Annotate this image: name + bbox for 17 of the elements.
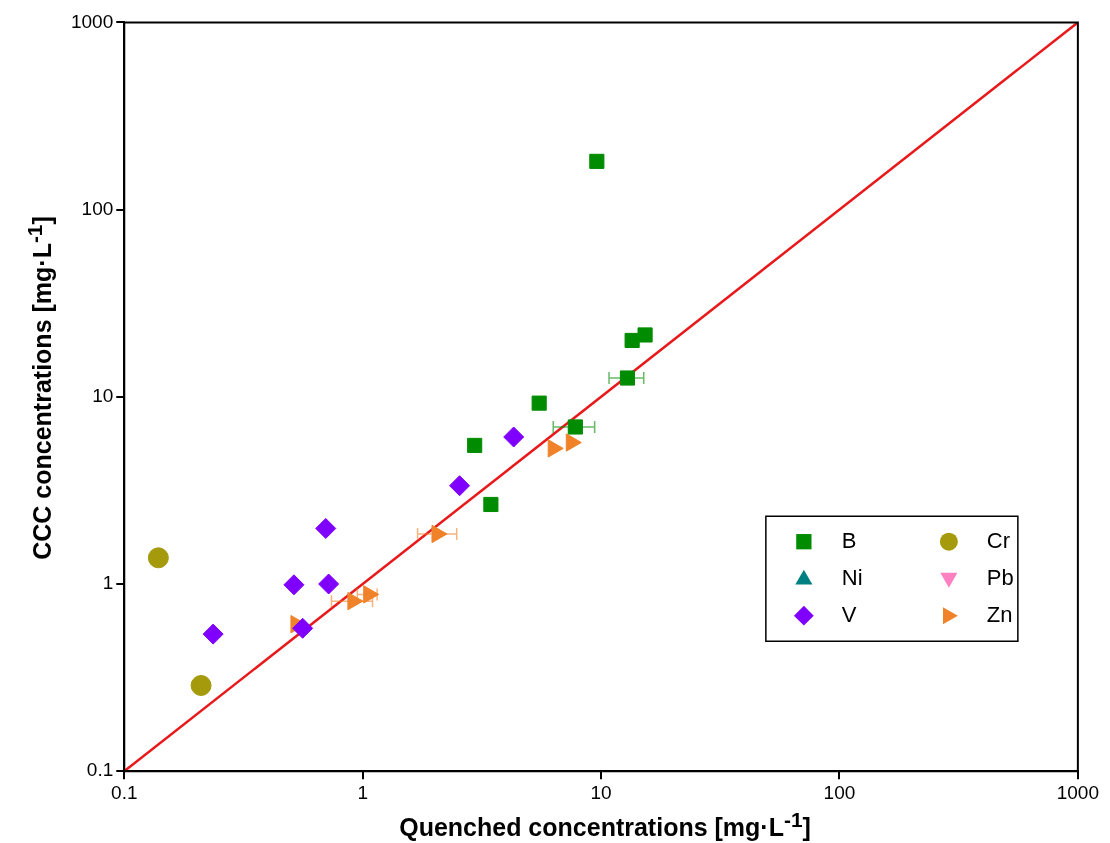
legend-label: B bbox=[841, 527, 857, 553]
y-tick-label: 0.1 bbox=[86, 759, 114, 781]
legend-label: Pb bbox=[986, 564, 1014, 590]
x-tick-label: 100 bbox=[823, 781, 856, 803]
legend-label: Zn bbox=[986, 601, 1013, 627]
y-tick-label: 100 bbox=[81, 197, 114, 219]
y-tick-label: 10 bbox=[92, 385, 114, 407]
x-tick-label: 10 bbox=[590, 781, 612, 803]
x-axis-title: Quenched concentrations [mg·L$^{-1}$] bbox=[398, 808, 812, 843]
legend-label: Ni bbox=[841, 564, 863, 590]
x-tick-label: 1 bbox=[357, 781, 368, 803]
legend-label: Cr bbox=[986, 527, 1011, 553]
x-tick-label: 1000 bbox=[1056, 781, 1100, 803]
legend-label: V bbox=[841, 601, 857, 627]
y-tick-label: 1000 bbox=[70, 10, 114, 32]
x-tick-label: 0.1 bbox=[111, 781, 138, 803]
y-tick-label: 1 bbox=[102, 572, 114, 594]
